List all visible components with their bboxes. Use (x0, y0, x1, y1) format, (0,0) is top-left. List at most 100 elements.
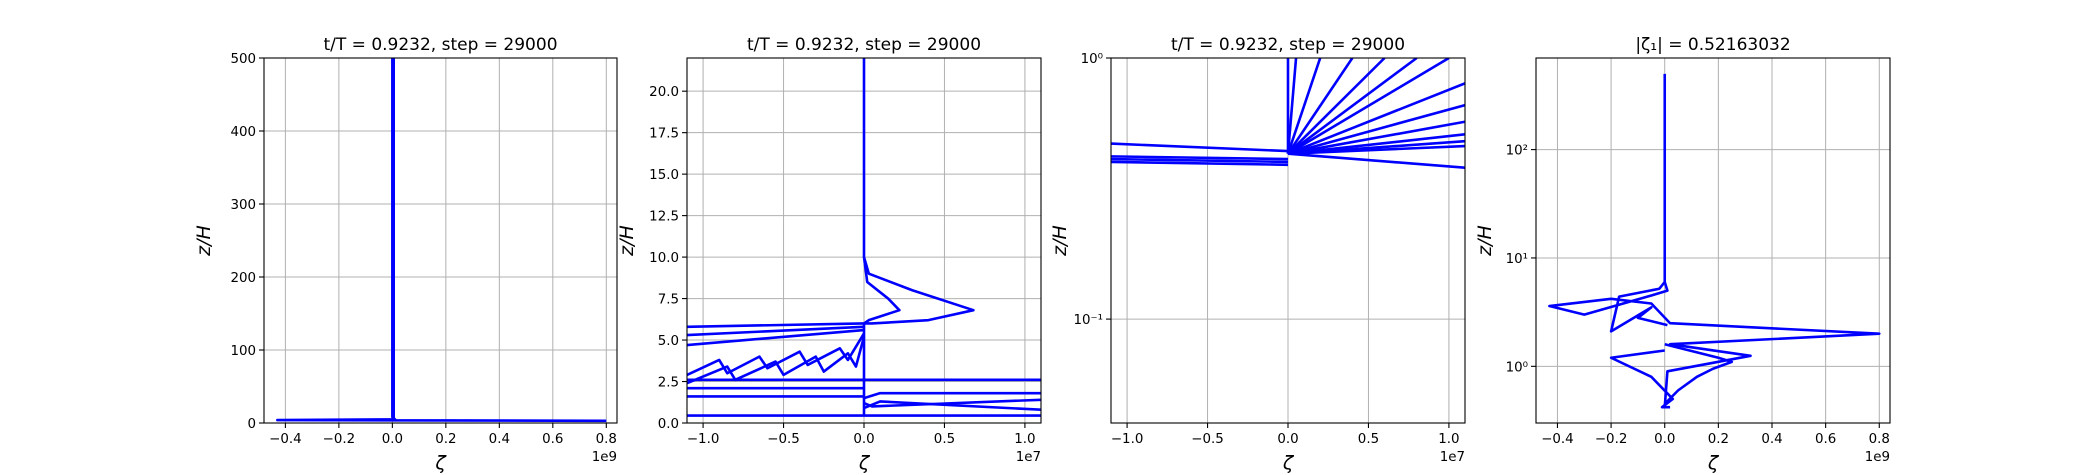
x-tick-label: −0.5 (1191, 432, 1224, 447)
profile-line (1287, 152, 1465, 170)
profile-line (1286, 58, 1354, 155)
axes-frame (1535, 57, 1891, 424)
y-tick-label: 0 (247, 417, 256, 432)
y-tick-label: 10⁰ (1506, 360, 1528, 375)
profile-line (1548, 73, 1881, 408)
y-tick-label: 100 (230, 344, 256, 359)
y-tick-label: 5.0 (658, 334, 679, 349)
x-tick-label: −0.2 (323, 432, 356, 447)
x-tick-label: −0.4 (1541, 432, 1574, 447)
subplot-title: |ζ₁| = 0.52163032 (1635, 35, 1790, 55)
x-offset-label: 1e7 (1016, 450, 1041, 465)
profile-line (863, 391, 1041, 400)
y-tick-label: 12.5 (649, 210, 679, 225)
y-tick-label: 15.0 (649, 168, 679, 183)
x-offset-label: 1e9 (1865, 450, 1890, 465)
x-axis-label: ζ (434, 452, 447, 474)
profile-line (687, 336, 866, 385)
y-tick-label: 400 (230, 125, 256, 140)
y-tick-label: 300 (230, 198, 256, 213)
x-tick-label: 0.5 (1358, 432, 1379, 447)
x-tick-label: 0.2 (1708, 432, 1729, 447)
axes-frame (686, 57, 1042, 424)
profile-line (1286, 58, 1298, 154)
profile-line (1287, 144, 1465, 155)
y-tick-label: 17.5 (649, 127, 679, 142)
x-tick-label: 0.6 (542, 432, 563, 447)
subplot: −0.4 −0.2 0.0 0.2 0.4 0.6 0.8 10⁰ 10¹ 10² |ζ₁| = 0… (1474, 35, 1891, 474)
profile-line (863, 400, 1041, 412)
x-tick-label: 1.0 (1014, 432, 1035, 447)
x-tick-label: 0.5 (934, 432, 955, 447)
x-tick-label: 0.4 (1761, 432, 1782, 447)
profile-line (687, 322, 865, 329)
x-tick-label: 0.0 (1654, 432, 1675, 447)
y-tick-label: 7.5 (658, 293, 679, 308)
x-tick-label: 0.4 (489, 432, 510, 447)
y-tick-label: 10.0 (649, 251, 679, 266)
y-tick-label: 10⁻¹ (1074, 313, 1103, 328)
x-axis-label: ζ (1707, 452, 1720, 474)
profile-line (1111, 157, 1289, 164)
x-tick-label: 0.2 (435, 432, 456, 447)
x-tick-label: −1.0 (687, 432, 720, 447)
profile-line (1287, 103, 1465, 155)
subplot: −0.4 −0.2 0.0 0.2 0.4 0.6 0.8 0 100 200 300 400 500 t… (193, 35, 618, 474)
profile-line (687, 328, 865, 347)
y-axis-label: z/H (1049, 225, 1071, 257)
subplot-title: t/T = 0.9232, step = 29000 (323, 35, 557, 55)
x-tick-label: −1.0 (1111, 432, 1144, 447)
profile-line (1287, 120, 1465, 155)
y-axis-label: z/H (193, 225, 215, 257)
x-tick-label: 0.0 (382, 432, 403, 447)
x-tick-label: 0.6 (1815, 432, 1836, 447)
profile-line (276, 58, 607, 423)
subplot: −1.0 −0.5 0.0 0.5 1.0 0.0 2.5 5.0 7.5 10.0 12.5 15.… (616, 35, 1042, 474)
y-tick-label: 0.0 (658, 417, 679, 432)
x-offset-label: 1e7 (1440, 450, 1465, 465)
profile-line (863, 398, 1041, 408)
y-axis-label: z/H (1474, 225, 1496, 257)
profile-line (1287, 58, 1450, 155)
subplot: −1.0 −0.5 0.0 0.5 1.0 10⁻¹ 10⁰ t/T = 0.9232, st… (1049, 35, 1466, 474)
profile-line (1286, 58, 1322, 155)
x-axis-label: ζ (858, 452, 871, 474)
profile-line (1663, 342, 1734, 405)
profile-line (1111, 160, 1289, 167)
y-tick-label: 10⁰ (1081, 52, 1103, 67)
y-axis-label: z/H (616, 225, 638, 257)
axes-frame (1110, 57, 1466, 424)
x-tick-label: −0.2 (1595, 432, 1628, 447)
x-tick-label: −0.4 (269, 432, 302, 447)
x-tick-label: 1.0 (1438, 432, 1459, 447)
profile-line (862, 256, 901, 325)
profile-line (1609, 349, 1675, 409)
profile-line (1111, 142, 1289, 153)
profile-line (1609, 281, 1668, 333)
x-offset-label: 1e9 (592, 450, 617, 465)
x-axis-label: ζ (1282, 452, 1295, 474)
profile-line (687, 332, 866, 377)
y-tick-label: 10¹ (1506, 252, 1528, 267)
x-tick-label: 0.0 (1277, 432, 1298, 447)
y-tick-label: 200 (230, 271, 256, 286)
profile-line (1111, 155, 1289, 161)
y-tick-label: 500 (230, 52, 256, 67)
subplot-title: t/T = 0.9232, step = 29000 (1171, 35, 1405, 55)
profile-line (862, 58, 975, 325)
y-tick-label: 2.5 (658, 376, 679, 391)
profile-line (1287, 58, 1418, 155)
y-tick-label: 20.0 (649, 85, 679, 100)
y-tick-label: 10² (1506, 144, 1528, 159)
profile-line (687, 325, 865, 337)
x-tick-label: 0.8 (596, 432, 617, 447)
x-tick-label: 0.8 (1869, 432, 1890, 447)
axes-frame (263, 57, 618, 424)
subplot-title: t/T = 0.9232, step = 29000 (747, 35, 981, 55)
x-tick-label: 0.0 (853, 432, 874, 447)
profile-line (1287, 82, 1465, 155)
x-tick-label: −0.5 (767, 432, 800, 447)
profile-line (1287, 58, 1386, 155)
